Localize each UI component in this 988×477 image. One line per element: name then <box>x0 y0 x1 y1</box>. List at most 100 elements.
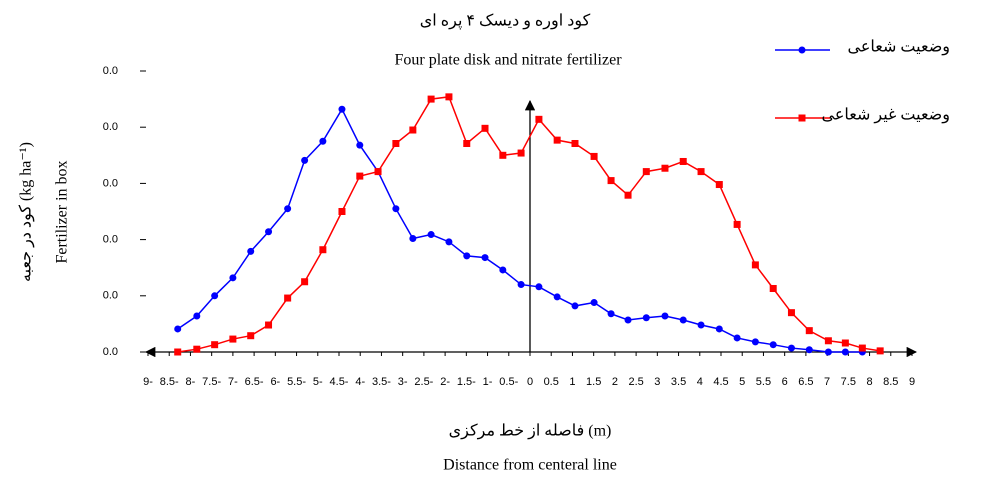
x-tick-label: 2.5 <box>628 376 643 388</box>
data-point <box>535 283 543 291</box>
data-point <box>211 292 219 300</box>
data-point <box>445 93 453 101</box>
series-line <box>177 96 881 353</box>
data-point <box>769 341 777 349</box>
x-tick-label: 8.5 <box>883 376 898 388</box>
data-point <box>338 208 346 215</box>
x-tick-label: 5.5- <box>287 376 306 388</box>
x-tick-label: 8 <box>866 376 872 388</box>
x-tick-label: 6.5 <box>798 376 813 388</box>
data-point <box>319 137 327 145</box>
x-tick-label: 8- <box>186 376 196 388</box>
x-tick-label: 3.5 <box>671 376 686 388</box>
data-point <box>193 312 201 320</box>
legend-marker <box>798 114 806 122</box>
legend-label: وضعیت غیر شعاعی <box>822 107 950 124</box>
x-axis-label: Distance from centeral line <box>443 457 617 474</box>
x-tick-label: 5.5 <box>756 376 771 388</box>
data-point <box>715 325 723 333</box>
data-point <box>607 177 615 185</box>
data-point <box>356 141 364 149</box>
data-point <box>481 254 489 262</box>
data-point <box>499 266 507 274</box>
data-point <box>787 344 795 352</box>
data-point <box>805 346 813 354</box>
x-tick-label: 0.5 <box>544 376 559 388</box>
x-tick-label: 4- <box>355 376 365 388</box>
data-point <box>445 238 453 246</box>
data-point <box>265 228 273 236</box>
x-tick-label: 6.5- <box>245 376 264 388</box>
data-point <box>535 115 543 123</box>
data-point <box>571 302 579 310</box>
x-tick-label: 4 <box>697 376 703 388</box>
y-tick-label: 0.0 <box>103 65 118 77</box>
data-point <box>517 281 525 289</box>
x-tick-label: 3.5- <box>372 376 391 388</box>
y-axis-label-fa: کود در جعبه (kg ha⁻¹) <box>18 142 35 282</box>
data-point <box>517 149 525 157</box>
data-point <box>590 299 598 307</box>
y-tick-label: 0.0 <box>103 234 118 246</box>
x-tick-label: 0 <box>527 376 533 388</box>
data-point <box>301 278 309 286</box>
y-axis-label: Fertilizer in box <box>54 160 71 263</box>
data-point <box>733 220 741 228</box>
data-point <box>374 168 382 176</box>
chart-title: Four plate disk and nitrate fertilizer <box>394 52 622 69</box>
data-point <box>338 105 346 113</box>
data-point <box>769 284 777 292</box>
x-tick-label: 0.5- <box>499 376 518 388</box>
data-point <box>463 252 471 260</box>
x-tick-label: 9 <box>909 376 915 388</box>
x-tick-label: 1 <box>569 376 575 388</box>
data-point <box>499 151 507 159</box>
x-tick-label: 7.5- <box>202 376 221 388</box>
data-point <box>229 335 237 343</box>
data-point <box>229 274 237 282</box>
data-point <box>553 136 561 144</box>
data-point <box>481 124 489 132</box>
x-tick-label: 5- <box>313 376 323 388</box>
x-tick-label: 9- <box>143 376 153 388</box>
data-point <box>174 348 182 356</box>
x-tick-label: 7 <box>824 376 830 388</box>
x-tick-label: 6 <box>782 376 788 388</box>
x-tick-label: 3- <box>398 376 408 388</box>
x-tick-label: 1- <box>483 376 493 388</box>
x-tick-label: 3 <box>654 376 660 388</box>
data-point <box>715 181 723 189</box>
data-point <box>751 338 759 346</box>
data-point <box>284 205 292 213</box>
x-tick-label: 2 <box>612 376 618 388</box>
data-point <box>284 294 292 302</box>
data-point <box>733 334 741 342</box>
data-point <box>858 344 866 352</box>
data-point <box>211 341 219 349</box>
data-point <box>624 191 632 199</box>
y-tick-label: 0.0 <box>103 346 118 358</box>
data-point <box>824 337 832 345</box>
data-point <box>427 231 435 239</box>
x-tick-label: 1.5- <box>457 376 476 388</box>
y-tick-label: 0.0 <box>103 177 118 189</box>
data-point <box>787 309 795 317</box>
x-tick-label: 7- <box>228 376 238 388</box>
x-tick-label: 8.5- <box>160 376 179 388</box>
data-point <box>661 312 669 320</box>
data-point <box>824 348 832 356</box>
data-point <box>193 345 201 353</box>
series-line <box>177 107 863 353</box>
data-point <box>265 321 273 329</box>
x-tick-label: 1.5 <box>586 376 601 388</box>
data-point <box>392 139 400 147</box>
data-point <box>590 152 598 160</box>
data-point <box>247 332 255 340</box>
data-point <box>697 168 705 176</box>
x-axis-label-fa: فاصله از خط مرکزی (m) <box>449 423 612 440</box>
chart-title-fa: کود اوره و دیسک ۴ پره ای <box>420 13 591 30</box>
data-point <box>409 234 417 242</box>
data-point <box>642 168 650 176</box>
x-tick-label: 4.5 <box>713 376 728 388</box>
